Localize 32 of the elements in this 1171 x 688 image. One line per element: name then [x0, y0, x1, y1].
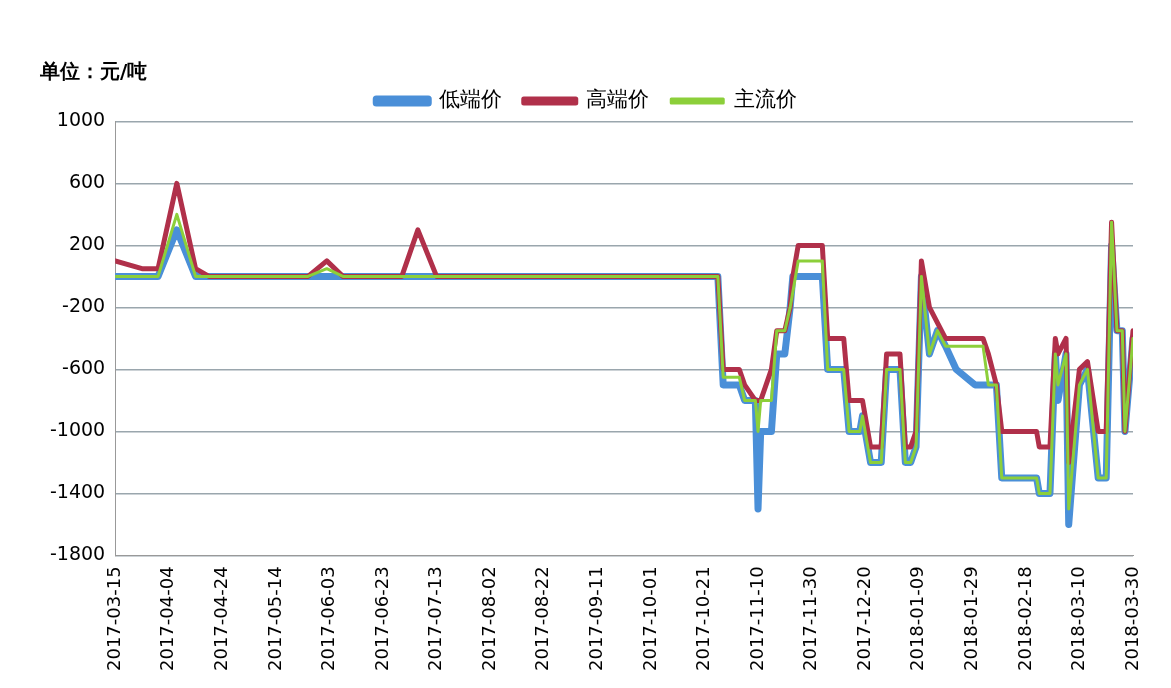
x-tick-label: 2017-06-03	[317, 566, 339, 671]
x-tick-label: 2017-08-22	[531, 566, 553, 671]
y-tick-label: -1000	[49, 418, 106, 441]
x-tick-label: 2018-01-29	[959, 566, 981, 671]
y-tick-label: 200	[68, 232, 106, 255]
y-tick-label: -200	[62, 294, 106, 317]
legend-label: 主流价	[733, 87, 797, 112]
x-tick-label: 2018-03-10	[1067, 566, 1089, 671]
legend-label: 低端价	[438, 87, 502, 112]
x-tick-label: 2017-04-24	[210, 566, 232, 671]
x-tick-label: 2017-10-21	[692, 566, 714, 671]
x-tick-label: 2017-08-02	[477, 566, 499, 671]
x-tick-label: 2018-01-09	[906, 566, 928, 671]
x-tick-label: 2017-11-30	[799, 566, 821, 671]
y-tick-label: 1000	[56, 108, 106, 131]
x-tick-label: 2017-09-11	[584, 566, 606, 671]
x-tick-label: 2017-07-13	[424, 566, 446, 671]
y-axis-title: 单位：元/吨	[40, 58, 148, 85]
legend-label: 高端价	[586, 87, 650, 112]
y-tick-label: -600	[62, 356, 106, 379]
x-tick-label: 2017-05-14	[263, 566, 285, 671]
x-tick-label: 2017-03-15	[102, 566, 124, 671]
x-tick-label: 2017-04-04	[156, 566, 178, 671]
x-tick-label: 2018-03-30	[1120, 566, 1142, 671]
x-tick-label: 2017-06-23	[370, 566, 392, 671]
y-tick-label: -1800	[49, 542, 106, 565]
x-tick-label: 2018-02-18	[1013, 566, 1035, 671]
y-tick-label: -1400	[49, 480, 106, 503]
x-tick-label: 2017-12-20	[852, 566, 874, 671]
y-tick-label: 600	[68, 170, 106, 193]
x-tick-label: 2017-11-10	[745, 566, 767, 671]
x-tick-label: 2017-10-01	[638, 566, 660, 671]
